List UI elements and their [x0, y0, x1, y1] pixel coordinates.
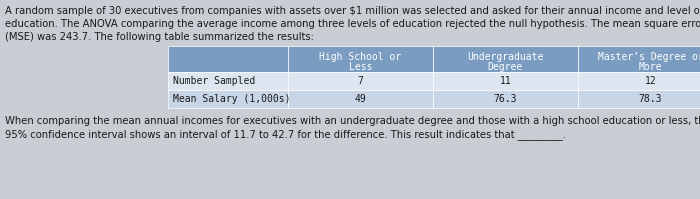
- Text: 7: 7: [358, 76, 363, 86]
- Bar: [168, 72, 288, 90]
- Text: More: More: [638, 62, 662, 72]
- Bar: [288, 46, 433, 72]
- Text: Number Sampled: Number Sampled: [173, 76, 256, 86]
- Text: Mean Salary (1,000s): Mean Salary (1,000s): [173, 94, 290, 104]
- Text: Degree: Degree: [488, 62, 523, 72]
- Text: Master’s Degree or: Master’s Degree or: [598, 52, 700, 62]
- Bar: [433, 46, 578, 72]
- Text: 95% confidence interval shows an interval of 11.7 to 42.7 for the difference. Th: 95% confidence interval shows an interva…: [5, 129, 566, 140]
- Text: High School or: High School or: [319, 52, 402, 62]
- Bar: [168, 90, 288, 108]
- Text: 11: 11: [500, 76, 512, 86]
- Text: Less: Less: [349, 62, 372, 72]
- Bar: [288, 72, 433, 90]
- Bar: [288, 90, 433, 108]
- Text: 49: 49: [355, 94, 366, 104]
- Text: education. The ANOVA comparing the average income among three levels of educatio: education. The ANOVA comparing the avera…: [5, 19, 700, 29]
- Bar: [578, 72, 700, 90]
- Bar: [433, 72, 578, 90]
- Text: A random sample of 30 executives from companies with assets over $1 million was : A random sample of 30 executives from co…: [5, 6, 700, 16]
- Bar: [168, 46, 288, 72]
- Text: When comparing the mean annual incomes for executives with an undergraduate degr: When comparing the mean annual incomes f…: [5, 116, 700, 126]
- Text: (MSE) was 243.7. The following table summarized the results:: (MSE) was 243.7. The following table sum…: [5, 32, 314, 42]
- Text: Undergraduate: Undergraduate: [468, 52, 544, 62]
- Bar: [578, 90, 700, 108]
- Bar: [433, 90, 578, 108]
- Text: 12: 12: [645, 76, 657, 86]
- Text: 78.3: 78.3: [638, 94, 662, 104]
- Bar: [578, 46, 700, 72]
- Text: 76.3: 76.3: [494, 94, 517, 104]
